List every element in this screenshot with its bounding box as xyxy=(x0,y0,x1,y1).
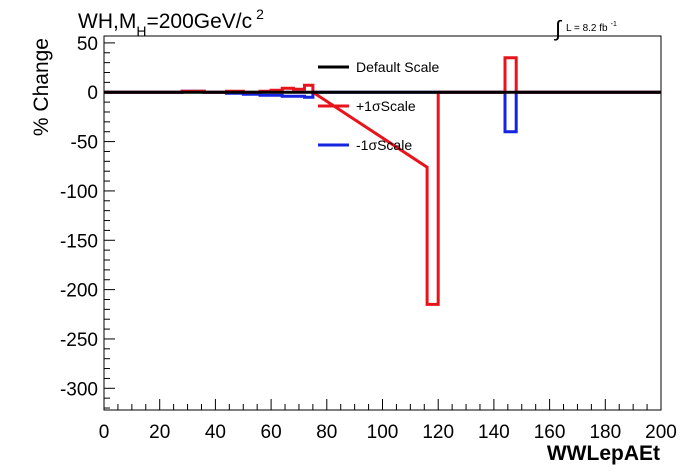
x-tick-label: 100 xyxy=(367,422,399,443)
x-tick-label: 200 xyxy=(645,422,677,443)
y-tick-label: -200 xyxy=(60,281,98,302)
legend: Default Scale +1σScale -1σScale xyxy=(318,59,439,153)
x-tick-label: 120 xyxy=(422,422,454,443)
y-axis-title: % Change xyxy=(30,38,53,136)
y-tick-label: -100 xyxy=(60,182,98,203)
x-tick-label: 140 xyxy=(478,422,510,443)
x-tick-label: 20 xyxy=(149,422,170,443)
y-tick-label: -150 xyxy=(60,231,98,252)
x-axis-title: WWLepAEt xyxy=(547,442,660,465)
lumi-label: L = 8.2 fb -1 xyxy=(566,21,617,34)
x-tick-label: 80 xyxy=(316,422,337,443)
legend-label-2: -1σScale xyxy=(356,137,412,153)
y-tick-label: -50 xyxy=(71,133,98,154)
legend-label-1: +1σScale xyxy=(356,98,416,114)
x-tick-label: 180 xyxy=(589,422,621,443)
x-tick-label: 40 xyxy=(205,422,226,443)
x-tick-label: 0 xyxy=(99,422,110,443)
chart-title: WH,MH=200GeV/c 2 xyxy=(78,6,264,39)
x-tick-label: 160 xyxy=(534,422,566,443)
x-tick-label: 60 xyxy=(261,422,282,443)
y-tick-label: -250 xyxy=(60,330,98,351)
lumi-integral: ∫ xyxy=(553,16,563,41)
series-line-1 xyxy=(104,56,661,306)
legend-label-0: Default Scale xyxy=(356,59,439,75)
y-tick-label: -300 xyxy=(60,379,98,400)
y-tick-label: 50 xyxy=(77,34,98,55)
y-tick-label: 0 xyxy=(87,83,98,104)
